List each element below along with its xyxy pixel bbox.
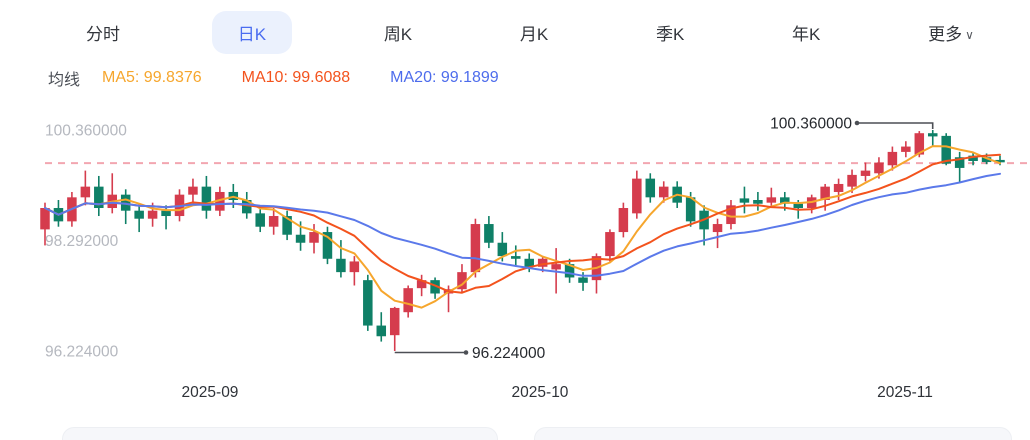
low-annotation: 96.224000 — [472, 345, 546, 362]
bottom-card-left[interactable] — [62, 427, 498, 440]
ma-legend: 均线 MA5: 99.8376 MA10: 99.6088 MA20: 99.189… — [48, 66, 539, 90]
tab-label: 周K — [383, 24, 413, 44]
tab-label: 更多 — [928, 24, 963, 44]
ma-legend-items: MA5: 99.8376 MA10: 99.6088 MA20: 99.1899 — [102, 69, 539, 87]
y-axis-label: 100.360000 — [45, 123, 127, 140]
tab-weekly-k[interactable]: 周K — [368, 11, 428, 54]
x-axis-label: 2025-10 — [512, 384, 569, 401]
x-axis-labels: 2025-09 2025-10 2025-11 — [182, 384, 933, 401]
tab-more[interactable]: 更多 ∨ — [912, 11, 990, 54]
tab-label: 季K — [655, 24, 685, 44]
high-annotation: 100.360000 — [770, 116, 852, 133]
x-axis-label: 2025-09 — [182, 384, 239, 401]
legend-item-ma10: MA10: 99.6088 — [241, 69, 351, 86]
tab-yearly-k[interactable]: 年K — [776, 11, 836, 54]
chevron-down-icon: ∨ — [965, 27, 974, 42]
tab-daily-k[interactable]: 日K — [211, 10, 293, 54]
tab-label: 月K — [519, 24, 549, 44]
tab-label: 分时 — [86, 24, 120, 44]
tab-label: 日K — [237, 24, 267, 44]
period-tab-bar: 分时 日K 周K 月K 季K 年K 更多 ∨ — [70, 10, 990, 54]
y-axis-labels: 100.360000 98.292000 96.224000 — [45, 123, 127, 361]
ma-lines — [44, 145, 1001, 309]
tab-quarterly-k[interactable]: 季K — [640, 11, 700, 54]
candlesticks — [40, 130, 1005, 351]
y-axis-label: 96.224000 — [45, 344, 119, 361]
ma-legend-title: 均线 — [48, 72, 81, 89]
legend-item-ma20: MA20: 99.1899 — [390, 69, 499, 86]
high-low-callouts: 100.360000 96.224000 — [394, 116, 934, 362]
tab-monthly-k[interactable]: 月K — [504, 11, 564, 54]
legend-item-ma5: MA5: 99.8376 — [102, 69, 202, 86]
tab-minute[interactable]: 分时 — [70, 11, 136, 54]
y-axis-label: 98.292000 — [45, 233, 119, 250]
tab-label: 年K — [792, 24, 821, 44]
x-axis-label: 2025-11 — [877, 384, 933, 401]
bottom-card-right[interactable] — [534, 427, 1012, 440]
